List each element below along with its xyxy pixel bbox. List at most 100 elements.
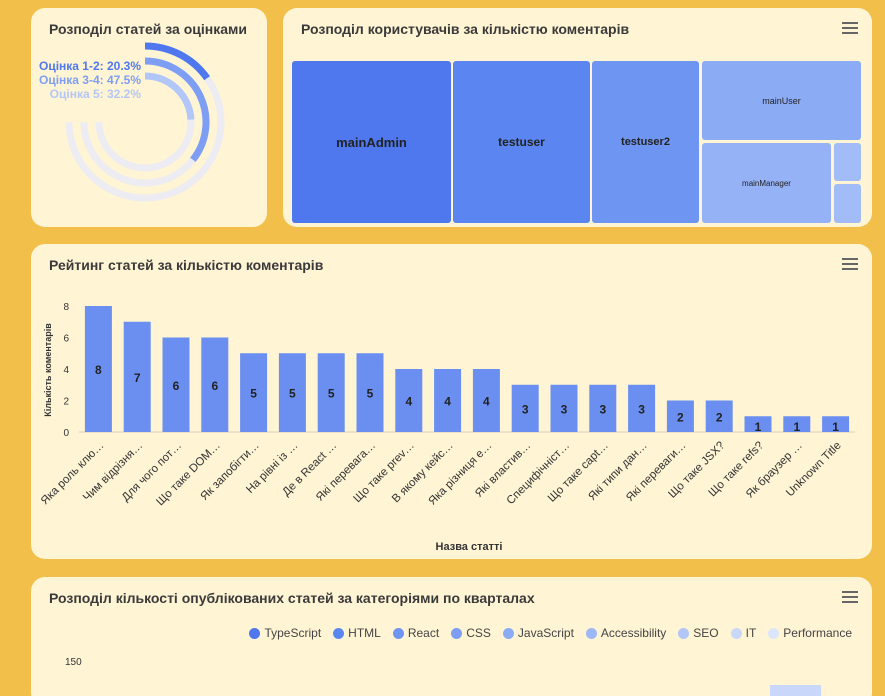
bar[interactable] [162, 337, 190, 433]
treemap-cell[interactable] [834, 143, 861, 181]
bar[interactable] [278, 353, 306, 432]
legend-marker-icon [502, 627, 514, 639]
bar-data-label: 2 [716, 410, 723, 424]
bar-data-label: 1 [793, 420, 800, 434]
quarterly-categories-title: Розподіл кількості опублікованих статей … [49, 590, 535, 606]
radial-bar[interactable] [144, 42, 210, 81]
legend-label: Performance [783, 626, 852, 640]
legend-label: React [407, 626, 440, 640]
x-axis-title: Назва статті [436, 541, 503, 553]
legend-marker-icon [678, 627, 690, 639]
legend-label: HTML [348, 626, 381, 640]
bar[interactable] [240, 353, 268, 432]
bar-data-label: 5 [328, 387, 335, 401]
y-tick-label: 8 [63, 302, 69, 313]
legend-label: SEO [693, 626, 719, 640]
treemap-cell[interactable] [834, 184, 861, 223]
users-by-comments-title: Розподіл користувачів за кількістю комен… [301, 21, 630, 37]
bar[interactable] [84, 306, 112, 432]
articles-comments-ranking-card: Рейтинг статей за кількістю коментарів 0… [31, 244, 872, 559]
bar[interactable] [770, 685, 821, 696]
quarterly-categories-card: Розподіл кількості опублікованих статей … [31, 577, 872, 696]
treemap-cell[interactable]: mainManager [702, 143, 831, 223]
bar[interactable] [550, 384, 578, 432]
bar-data-label: 3 [638, 402, 645, 416]
bar-data-label: 1 [832, 420, 839, 434]
bar[interactable] [589, 384, 617, 432]
radial-label: Оцінка 5: 32.2% [50, 87, 142, 101]
bar-data-label: 5 [289, 387, 296, 401]
hamburger-icon[interactable] [842, 22, 858, 34]
legend-label: CSS [466, 626, 491, 640]
bar-data-label: 1 [755, 420, 762, 434]
y-tick-label: 150 [65, 657, 82, 668]
legend-label: TypeScript [264, 626, 322, 640]
legend-item[interactable]: IT [730, 626, 757, 640]
legend-marker-icon [451, 627, 463, 639]
legend-marker-icon [392, 627, 404, 639]
bar-data-label: 5 [250, 387, 257, 401]
ratings-distribution-title: Розподіл статей за оцінками [49, 21, 247, 37]
legend-marker-icon [730, 627, 742, 639]
bar[interactable] [472, 369, 500, 432]
legend-item[interactable]: JavaScript [502, 626, 574, 640]
x-tick-label: Яка роль клю… [39, 440, 107, 508]
bar-data-label: 3 [522, 402, 529, 416]
legend-item[interactable]: TypeScript [249, 626, 321, 640]
radial-label: Оцінка 3-4: 47.5% [39, 73, 141, 87]
legend-marker-icon [585, 627, 597, 639]
bar[interactable] [783, 416, 811, 432]
legend-item[interactable]: React [392, 626, 440, 640]
treemap-cell[interactable]: mainAdmin [292, 61, 451, 223]
treemap-cell[interactable]: testuser2 [592, 61, 699, 223]
treemap-cell[interactable]: mainUser [702, 61, 861, 140]
bar[interactable] [434, 369, 462, 432]
legend-label: Accessibility [600, 626, 667, 640]
hamburger-icon[interactable] [842, 258, 858, 270]
radial-bar[interactable] [144, 72, 195, 120]
bar[interactable] [705, 400, 733, 433]
bar-data-label: 8 [95, 363, 102, 377]
bar-data-label: 7 [134, 371, 141, 385]
users-by-comments-card: Розподіл користувачів за кількістю комен… [283, 8, 872, 227]
legend-marker-icon [249, 627, 261, 639]
radial-label: Оцінка 1-2: 20.3% [39, 59, 141, 73]
legend-item[interactable]: Accessibility [585, 626, 667, 640]
radial-bar[interactable] [144, 57, 210, 162]
legend-item[interactable]: HTML [333, 626, 381, 640]
bar-data-label: 4 [444, 395, 451, 409]
treemap-cell[interactable]: testuser [453, 61, 590, 223]
legend-marker-icon [333, 627, 345, 639]
bar-data-label: 3 [599, 402, 606, 416]
bar[interactable] [317, 353, 345, 432]
bar[interactable] [822, 416, 850, 432]
quarterly-legend: TypeScript HTML React CSS JavaScript Accessib… [249, 626, 852, 640]
legend-marker-icon [768, 627, 780, 639]
y-tick-label: 2 [63, 397, 69, 408]
bar[interactable] [395, 369, 423, 432]
bar-data-label: 4 [405, 395, 412, 409]
legend-item[interactable]: CSS [451, 626, 491, 640]
bar[interactable] [628, 384, 656, 432]
bar[interactable] [744, 416, 772, 432]
bar-data-label: 4 [483, 395, 490, 409]
legend-item[interactable]: Performance [768, 626, 852, 640]
bar[interactable] [356, 353, 384, 432]
bar[interactable] [511, 384, 539, 432]
bar-data-label: 5 [367, 387, 374, 401]
users-treemap: mainAdmin testuser testuser2 mainUser mainMa… [283, 8, 872, 227]
bar[interactable] [201, 337, 229, 433]
hamburger-icon[interactable] [842, 591, 858, 603]
y-axis-title: Кількість коментарів [43, 323, 53, 417]
y-tick-label: 6 [63, 334, 69, 345]
bar[interactable] [666, 400, 694, 433]
bar-data-label: 3 [561, 402, 568, 416]
y-tick-label: 0 [63, 428, 69, 439]
bar[interactable] [123, 321, 151, 432]
legend-label: IT [745, 626, 757, 640]
legend-item[interactable]: SEO [678, 626, 719, 640]
bar-data-label: 2 [677, 410, 684, 424]
ratings-radial-chart: Оцінка 1-2: 20.3%Оцінка 3-4: 47.5%Оцінка… [39, 42, 225, 202]
bar-data-label: 6 [173, 379, 180, 393]
